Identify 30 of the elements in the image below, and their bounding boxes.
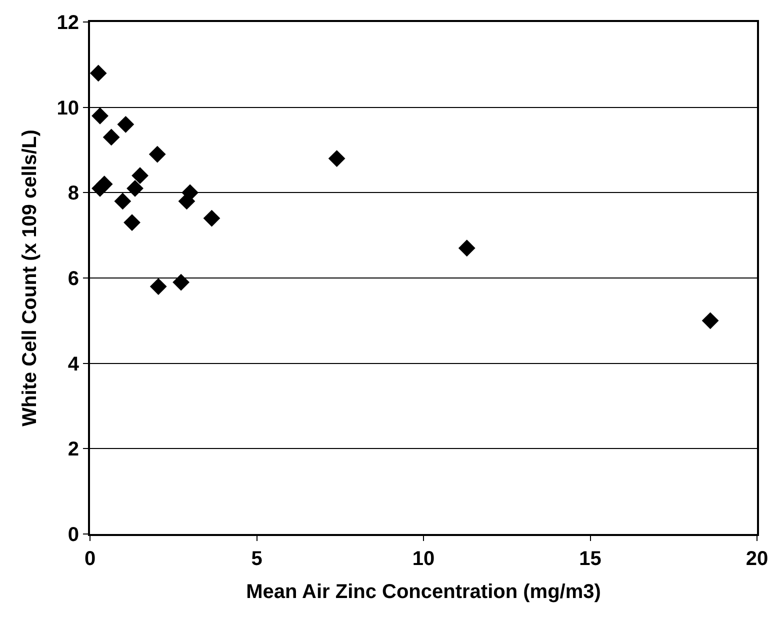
y-tick-label: 10 (56, 97, 79, 120)
point (126, 180, 144, 197)
point (458, 240, 476, 257)
point (102, 128, 120, 146)
y-tick-label: 2 (68, 438, 79, 461)
point (124, 214, 140, 231)
x-tick-label: 20 (746, 548, 768, 570)
point (114, 192, 132, 210)
y-tick-label: 8 (68, 182, 79, 205)
point (148, 146, 166, 163)
x-axis-title: Mean Air Zinc Concentration (mg/m3) (246, 581, 601, 603)
point (328, 150, 346, 167)
point (90, 64, 107, 82)
point (172, 274, 190, 291)
point (150, 278, 167, 295)
y-tick-label: 12 (56, 12, 79, 34)
x-tick-label: 0 (84, 548, 96, 570)
point (92, 107, 108, 124)
point (203, 210, 220, 227)
point (702, 312, 719, 330)
point (132, 167, 148, 184)
point (92, 180, 108, 197)
x-tick-label: 5 (251, 548, 262, 570)
y-tick-label: 6 (68, 268, 79, 290)
y-tick-label: 0 (68, 524, 79, 546)
point (117, 116, 134, 133)
x-tick-label: 15 (579, 548, 602, 570)
y-axis-title: White Cell Count (x 109 cells/L) (18, 130, 41, 426)
y-tick-label: 4 (68, 353, 80, 376)
x-tick-label: 10 (412, 548, 435, 570)
